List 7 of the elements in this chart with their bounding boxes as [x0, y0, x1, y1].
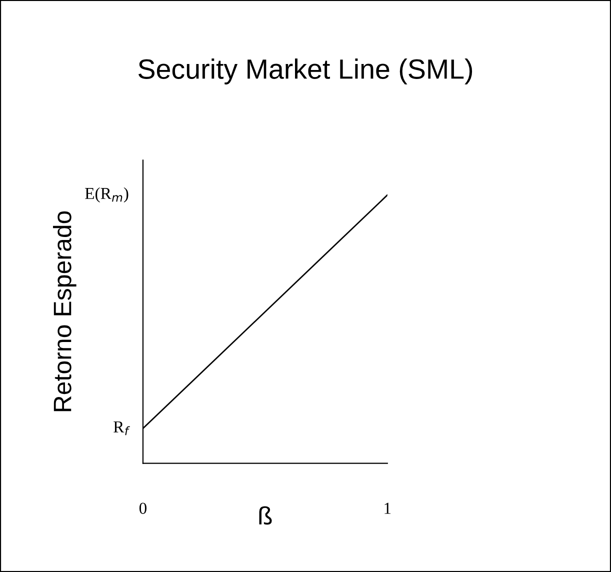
y-axis-title: Retorno Esperado	[53, 211, 76, 412]
x-tick-label: 1	[384, 502, 391, 514]
text: E(R$_{m}$)	[85, 187, 128, 202]
annotation: R$_{f}$	[114, 421, 130, 436]
x-axis-title: ß	[259, 506, 272, 525]
chart-title: Security Market Line (SML)	[138, 58, 472, 84]
x-tick-label: 0	[139, 502, 147, 514]
